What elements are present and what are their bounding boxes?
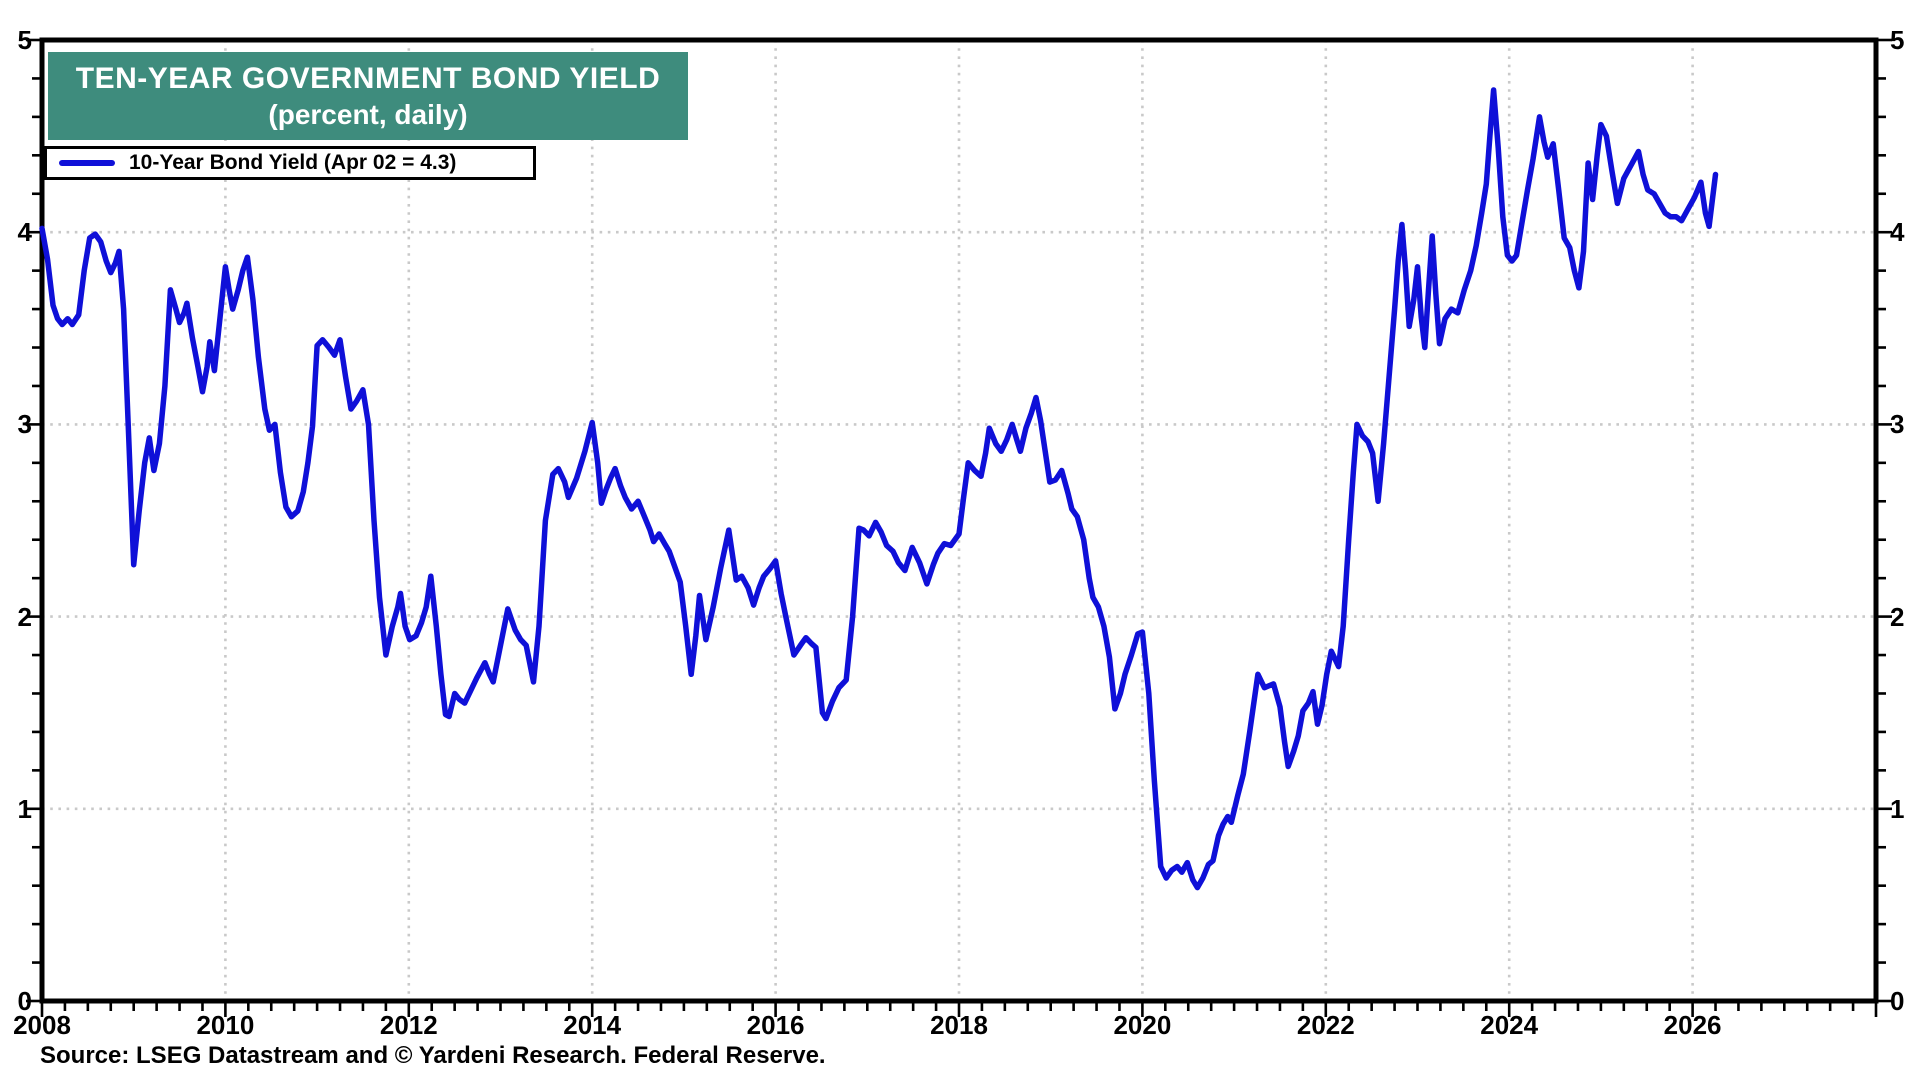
y-tick-label: 5 xyxy=(17,25,32,55)
chart-title-box: TEN-YEAR GOVERNMENT BOND YIELD (percent,… xyxy=(48,52,688,140)
x-tick-label: 2012 xyxy=(379,1010,438,1040)
y-tick-label: 1 xyxy=(17,793,32,824)
x-tick-label: 2016 xyxy=(746,1010,805,1040)
y-tick-label: 4 xyxy=(17,217,32,248)
chart-title: TEN-YEAR GOVERNMENT BOND YIELD xyxy=(75,62,661,95)
x-tick-label: 2018 xyxy=(930,1010,988,1040)
x-tick-label: 2022 xyxy=(1296,1010,1355,1040)
source-caption: Source: LSEG Datastream and © Yardeni Re… xyxy=(40,1042,826,1069)
x-tick-label: 2008 xyxy=(13,1010,71,1040)
y-tick-label: 3 xyxy=(1890,409,1905,440)
x-tick-label: 2014 xyxy=(563,1010,622,1040)
y-tick-label: 0 xyxy=(1890,986,1905,1016)
yield-line-series xyxy=(39,87,1719,891)
plot-border xyxy=(39,37,1879,1004)
legend-line-swatch xyxy=(59,160,115,166)
y-tick-label: 5 xyxy=(1890,25,1905,55)
x-tick-label: 2010 xyxy=(196,1010,255,1040)
chart-subtitle: (percent, daily) xyxy=(268,99,468,130)
y-tick-label: 4 xyxy=(1890,217,1905,248)
x-tick-label: 2024 xyxy=(1480,1010,1539,1040)
y-tick-label: 2 xyxy=(17,601,32,632)
y-tick-label: 0 xyxy=(17,986,32,1016)
y-tick-label: 3 xyxy=(17,409,32,440)
x-tick-label: 2026 xyxy=(1663,1010,1722,1040)
y-tick-label: 1 xyxy=(1890,793,1905,824)
legend-label: 10-Year Bond Yield (Apr 02 = 4.3) xyxy=(129,150,457,174)
legend-box: 10-Year Bond Yield (Apr 02 = 4.3) xyxy=(44,146,536,180)
y-tick-label: 2 xyxy=(1890,601,1905,632)
x-tick-label: 2020 xyxy=(1113,1010,1172,1040)
